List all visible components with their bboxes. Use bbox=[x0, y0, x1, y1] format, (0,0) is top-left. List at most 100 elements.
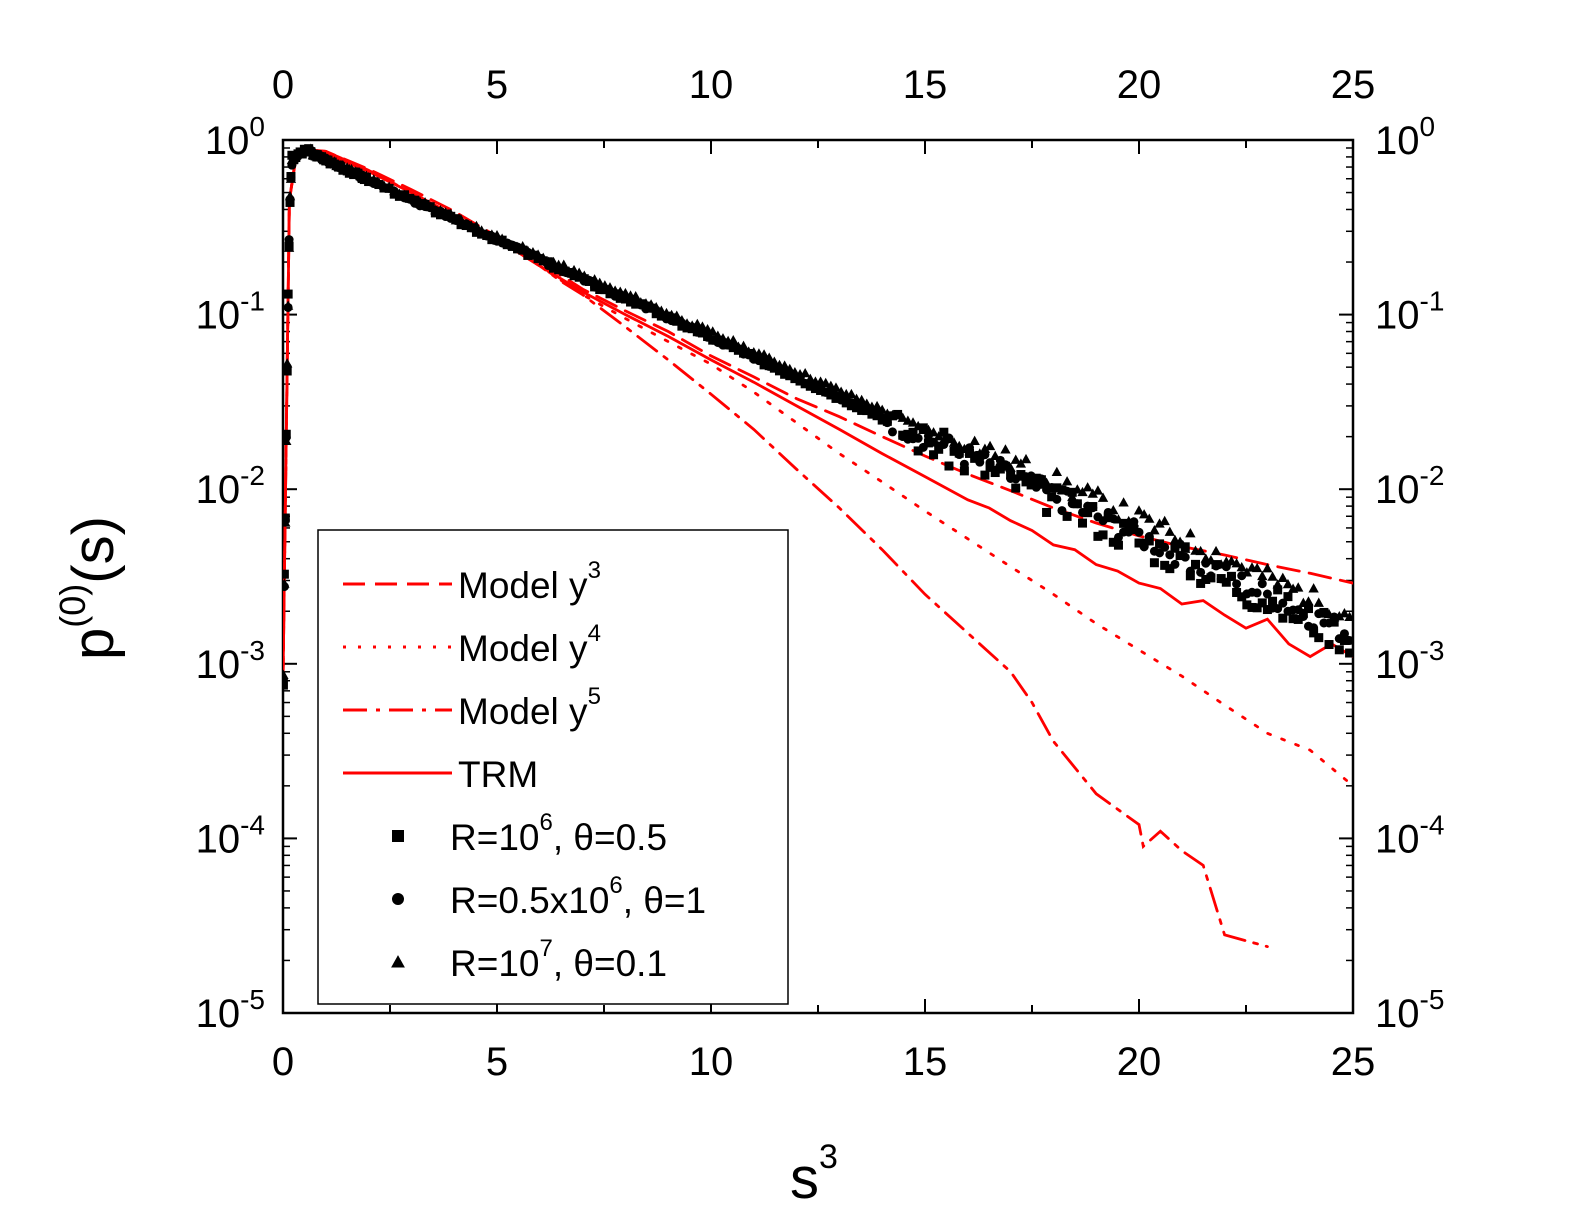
data-point-4 bbox=[1232, 587, 1242, 597]
data-point-4 bbox=[1303, 604, 1313, 614]
data-point-5 bbox=[882, 418, 892, 428]
y-tick-label-left: 10-2 bbox=[196, 460, 265, 512]
data-point-4 bbox=[1113, 540, 1123, 550]
data-point-6 bbox=[373, 177, 385, 187]
data-point-6 bbox=[620, 287, 631, 298]
data-point-6 bbox=[538, 252, 549, 262]
data-point-6 bbox=[645, 299, 657, 309]
data-point-6 bbox=[1262, 563, 1273, 573]
data-point-4 bbox=[1242, 600, 1252, 610]
data-point-4 bbox=[1237, 592, 1247, 602]
data-point-4 bbox=[283, 289, 293, 299]
data-point-5 bbox=[1134, 527, 1144, 537]
data-point-5 bbox=[1078, 507, 1088, 517]
data-point-6 bbox=[758, 349, 770, 359]
legend-label: Model y5 bbox=[458, 683, 601, 732]
data-point-6 bbox=[1061, 476, 1073, 486]
data-point-5 bbox=[975, 457, 985, 467]
y-tick-label-left: 10-1 bbox=[196, 286, 265, 338]
data-point-6 bbox=[1210, 545, 1222, 556]
data-point-5 bbox=[887, 427, 897, 437]
data-point-6 bbox=[1185, 528, 1196, 538]
data-point-4 bbox=[1129, 525, 1139, 535]
data-point-6 bbox=[728, 334, 739, 345]
data-point-6 bbox=[283, 242, 295, 252]
data-point-6 bbox=[990, 450, 1001, 461]
data-point-6 bbox=[712, 330, 724, 340]
legend-entry-3: TRM bbox=[343, 754, 538, 795]
x-tick-label-top: 20 bbox=[1117, 63, 1162, 107]
data-point-6 bbox=[964, 446, 975, 456]
data-point-6 bbox=[455, 214, 467, 224]
data-point-5 bbox=[1088, 503, 1098, 513]
data-point-5 bbox=[1293, 605, 1303, 615]
data-point-6 bbox=[692, 318, 703, 329]
y-tick-label-left: 10-4 bbox=[196, 809, 265, 861]
data-point-5 bbox=[1052, 494, 1062, 504]
data-point-6 bbox=[943, 433, 955, 444]
data-point-6 bbox=[1128, 517, 1140, 527]
data-point-6 bbox=[594, 277, 605, 287]
data-point-4 bbox=[1170, 543, 1180, 553]
data-point-4 bbox=[1078, 518, 1088, 528]
legend-entry-1: Model y4 bbox=[343, 620, 601, 669]
data-point-4 bbox=[923, 438, 933, 448]
data-point-6 bbox=[283, 358, 293, 368]
data-point-4 bbox=[1155, 539, 1165, 549]
data-point-5 bbox=[918, 442, 928, 452]
data-point-6 bbox=[399, 189, 410, 199]
data-point-6 bbox=[604, 282, 616, 292]
data-point-5 bbox=[1345, 636, 1353, 646]
data-point-5 bbox=[1262, 589, 1272, 599]
x-tick-label-bottom: 5 bbox=[486, 1040, 508, 1084]
data-point-4 bbox=[1160, 560, 1170, 570]
y-tick-label-left: 10-5 bbox=[196, 984, 265, 1036]
data-point-4 bbox=[944, 461, 954, 471]
data-point-4 bbox=[1273, 585, 1283, 595]
y-axis-title-suffix: (s) bbox=[61, 516, 126, 584]
data-point-6 bbox=[671, 310, 682, 320]
data-point-6 bbox=[907, 417, 919, 427]
data-point-6 bbox=[995, 456, 1006, 466]
data-point-6 bbox=[912, 420, 924, 431]
data-point-6 bbox=[1308, 583, 1319, 593]
data-point-6 bbox=[820, 377, 831, 388]
data-point-6 bbox=[764, 352, 775, 362]
data-point-6 bbox=[1303, 596, 1314, 606]
x-tick-label-bottom: 25 bbox=[1331, 1040, 1376, 1084]
data-point-4 bbox=[1324, 640, 1334, 650]
x-tick-label-bottom: 0 bbox=[272, 1040, 294, 1084]
data-point-4 bbox=[1062, 511, 1072, 521]
data-point-6 bbox=[697, 321, 708, 331]
data-point-5 bbox=[1170, 559, 1180, 569]
data-point-5 bbox=[985, 458, 995, 468]
data-point-4 bbox=[1021, 477, 1031, 487]
data-point-5 bbox=[959, 459, 969, 469]
data-point-6 bbox=[969, 435, 980, 445]
data-point-4 bbox=[959, 466, 969, 476]
legend-entry-6: R=107, θ=0.1 bbox=[391, 935, 667, 984]
data-point-6 bbox=[805, 373, 816, 383]
data-point-5 bbox=[284, 235, 294, 245]
y-axis-title-sup: (0) bbox=[52, 584, 93, 628]
data-point-6 bbox=[1344, 611, 1353, 621]
legend-label: R=107, θ=0.1 bbox=[450, 935, 667, 984]
legend-entry-0: Model y3 bbox=[343, 557, 601, 606]
data-point-4 bbox=[939, 427, 949, 437]
data-point-4 bbox=[1293, 614, 1303, 624]
x-tick-label-top: 5 bbox=[486, 63, 508, 107]
data-point-6 bbox=[1113, 514, 1124, 524]
data-point-6 bbox=[1236, 561, 1247, 572]
legend: Model y3 Model y4 Model y5 TRM R=106, θ=0.5 R… bbox=[343, 557, 706, 984]
data-point-4 bbox=[1288, 614, 1298, 624]
data-point-4 bbox=[1119, 518, 1129, 528]
data-point-6 bbox=[1087, 488, 1098, 498]
data-point-4 bbox=[1149, 558, 1159, 568]
data-point-6 bbox=[285, 173, 297, 183]
data-point-6 bbox=[1056, 484, 1068, 494]
y-axis-title-base: p bbox=[61, 628, 126, 660]
data-point-4 bbox=[913, 446, 923, 456]
data-point-6 bbox=[738, 340, 749, 350]
data-point-6 bbox=[856, 394, 867, 405]
